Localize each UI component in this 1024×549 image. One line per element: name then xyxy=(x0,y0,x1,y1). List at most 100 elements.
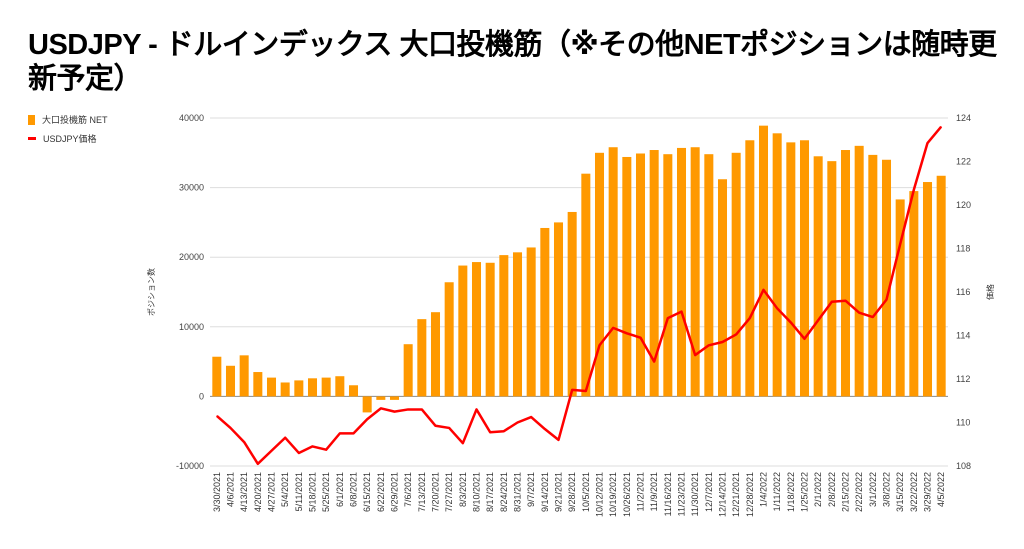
x-tick-label: 2/1/2022 xyxy=(813,472,823,507)
x-tick-label: 9/21/2021 xyxy=(554,472,564,512)
legend-item-price: USDJPY価格 xyxy=(28,132,97,145)
x-tick-label: 3/8/2022 xyxy=(882,472,892,507)
y-tick-right: 116 xyxy=(956,287,970,297)
x-tick-label: 8/3/2021 xyxy=(458,472,468,507)
price-point xyxy=(694,354,696,356)
price-point xyxy=(353,432,354,434)
bar xyxy=(280,382,290,397)
bar xyxy=(868,154,878,397)
x-tick-label: 6/15/2021 xyxy=(362,472,372,512)
x-tick-label: 1/25/2022 xyxy=(800,472,810,512)
x-tick-label: 4/13/2021 xyxy=(239,472,249,512)
x-tick-label: 7/20/2021 xyxy=(431,472,441,512)
price-point xyxy=(899,243,901,245)
x-tick-label: 6/22/2021 xyxy=(376,472,386,512)
bar xyxy=(225,365,236,397)
x-tick-label: 6/8/2021 xyxy=(349,472,359,507)
price-point xyxy=(489,431,491,433)
bar xyxy=(649,150,659,397)
legend-label-net: 大口投機筋 NET xyxy=(42,115,108,125)
legend-label-price: USDJPY価格 xyxy=(43,134,97,144)
y-tick-left: -10000 xyxy=(176,461,204,471)
price-point xyxy=(722,341,723,343)
x-tick-label: 11/23/2021 xyxy=(677,472,687,516)
bar xyxy=(786,142,796,397)
bar xyxy=(526,247,536,397)
x-tick-label: 9/7/2021 xyxy=(526,472,536,507)
x-tick-label: 3/15/2022 xyxy=(895,472,905,512)
price-point xyxy=(927,142,928,144)
x-tick-label: 8/24/2021 xyxy=(499,472,509,512)
legend-swatch-line xyxy=(28,137,36,140)
x-tick-label: 1/4/2022 xyxy=(759,472,769,507)
price-point xyxy=(243,441,245,443)
price-point xyxy=(858,312,860,314)
price-point xyxy=(503,430,505,432)
price-point xyxy=(599,344,600,346)
price-point xyxy=(216,415,218,417)
bar xyxy=(321,377,331,397)
x-tick-label: 8/10/2021 xyxy=(472,472,482,512)
x-tick-label: 9/14/2021 xyxy=(540,472,550,512)
bar xyxy=(540,227,550,397)
bar xyxy=(444,282,454,397)
price-point xyxy=(339,432,341,434)
y-tick-right: 114 xyxy=(956,331,970,341)
x-tick-label: 7/13/2021 xyxy=(417,472,427,512)
legend-item-net: 大口投機筋 NET xyxy=(28,113,108,126)
x-tick-label: 2/15/2022 xyxy=(841,472,851,512)
bar xyxy=(512,252,523,397)
x-tick-label: 12/7/2021 xyxy=(704,472,714,512)
bar xyxy=(717,179,728,397)
price-point xyxy=(558,439,559,441)
price-point xyxy=(872,316,874,318)
price-point xyxy=(845,300,846,302)
y-tick-left: 0 xyxy=(199,391,204,401)
price-point xyxy=(817,319,819,321)
x-tick-label: 5/4/2021 xyxy=(280,472,290,507)
x-tick-label: 3/1/2022 xyxy=(868,472,878,507)
bar xyxy=(758,125,769,397)
x-tick-label: 9/28/2021 xyxy=(567,472,577,512)
x-tick-label: 10/5/2021 xyxy=(581,472,591,512)
price-point xyxy=(708,344,710,346)
chart-title: USDJPY - ドルインデックス 大口投機筋（※その他NETポジションは随時更… xyxy=(28,29,997,95)
price-point xyxy=(667,317,669,319)
price-point xyxy=(380,407,382,409)
y-tick-left: 30000 xyxy=(179,183,204,193)
x-tick-label: 8/17/2021 xyxy=(485,472,495,512)
bar xyxy=(567,211,577,397)
x-tick-label: 6/29/2021 xyxy=(390,472,400,512)
x-tick-label: 3/22/2022 xyxy=(909,472,919,512)
bar xyxy=(594,152,605,397)
bar xyxy=(840,150,851,397)
bar xyxy=(813,156,823,397)
bar xyxy=(854,145,864,397)
x-tick-label: 10/19/2021 xyxy=(608,472,618,517)
price-line xyxy=(216,125,943,466)
price-point xyxy=(681,311,682,313)
bar xyxy=(348,385,359,397)
x-tick-label: 11/2/2021 xyxy=(636,472,646,511)
x-tick-label: 4/20/2021 xyxy=(253,472,263,512)
x-tick-label: 5/18/2021 xyxy=(308,472,318,512)
x-tick-label: 4/5/2022 xyxy=(936,472,946,507)
price-point xyxy=(407,408,409,410)
y-axis-label-left: ポジション数 xyxy=(146,268,156,316)
x-tick-label: 3/30/2021 xyxy=(212,472,222,512)
price-point xyxy=(298,452,300,454)
legend-swatch-bar xyxy=(28,114,35,125)
y-axis-label-right: 価格 xyxy=(985,284,995,300)
price-point xyxy=(626,332,628,334)
bar xyxy=(307,378,318,397)
bar xyxy=(772,133,782,397)
x-tick-label: 5/25/2021 xyxy=(321,472,331,512)
bar xyxy=(389,396,400,400)
x-tick-label: 4/27/2021 xyxy=(267,472,277,512)
price-point xyxy=(913,189,915,191)
bar xyxy=(266,377,277,397)
price-point xyxy=(612,327,614,329)
x-tick-label: 11/16/2021 xyxy=(663,472,673,516)
bar xyxy=(417,319,427,397)
